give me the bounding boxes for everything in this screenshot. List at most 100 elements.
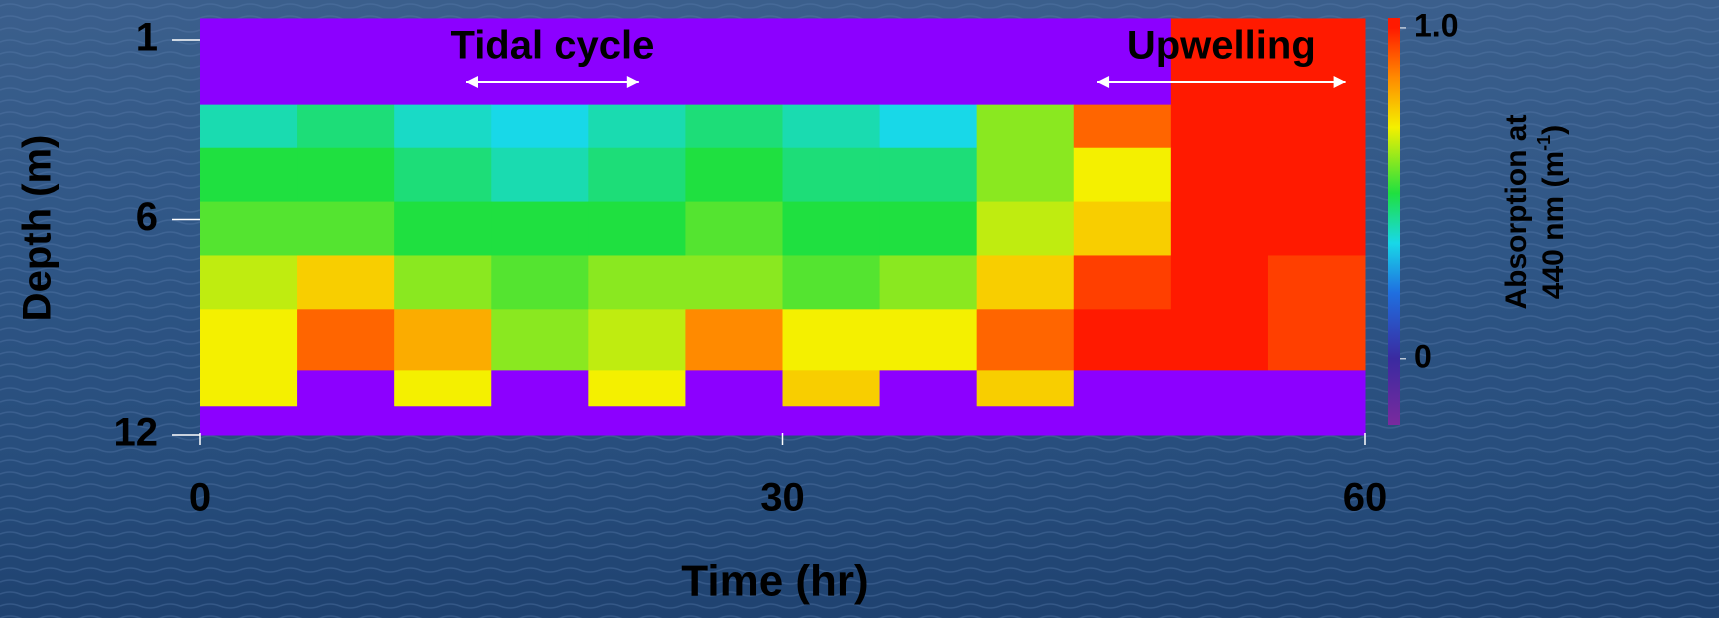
- heat-cell: [588, 105, 686, 149]
- heat-cell: [297, 148, 395, 202]
- heat-cell: [394, 148, 492, 202]
- heat-cell: [685, 406, 783, 435]
- heat-cell: [200, 255, 298, 309]
- x-tick-label: 0: [189, 476, 211, 520]
- annotation-text: Tidal cycle: [450, 24, 654, 68]
- heat-cell: [977, 148, 1075, 202]
- colorbar-tick-label: 0: [1414, 338, 1432, 374]
- heat-cell: [783, 370, 881, 406]
- heat-cell: [880, 309, 978, 371]
- heat-cell: [297, 309, 395, 371]
- heat-cell: [297, 255, 395, 309]
- heat-cell: [1268, 105, 1366, 149]
- heat-cell: [297, 406, 395, 435]
- heat-cell: [1171, 406, 1269, 435]
- heat-cell: [977, 202, 1075, 256]
- heat-cell: [783, 202, 881, 256]
- heat-cell: [200, 148, 298, 202]
- chart: 1 6 12 0 30 60 1.0 0 Tidal cycle Upwelling Depth …: [0, 0, 1719, 618]
- heat-cell: [491, 309, 589, 371]
- heat-cell: [588, 202, 686, 256]
- heat-cell: [1171, 255, 1269, 309]
- heat-cell: [1268, 148, 1366, 202]
- heat-cell: [1268, 255, 1366, 309]
- heat-cell: [200, 105, 298, 149]
- heat-cell: [491, 255, 589, 309]
- heat-cell: [1171, 202, 1269, 256]
- heat-cell: [685, 255, 783, 309]
- heat-cell: [394, 202, 492, 256]
- y-tick-label: 12: [114, 411, 159, 455]
- colorbar: [1388, 18, 1400, 425]
- heat-cell: [783, 148, 881, 202]
- heat-cell: [880, 105, 978, 149]
- heat-cell: [977, 370, 1075, 406]
- annotation-text: Upwelling: [1127, 24, 1316, 68]
- colorbar-label-part: ): [1537, 125, 1570, 135]
- heat-cell: [977, 255, 1075, 309]
- heat-cell: [977, 18, 1075, 105]
- heat-cell: [1074, 255, 1172, 309]
- heat-cell: [685, 18, 783, 105]
- heat-cell: [977, 406, 1075, 435]
- heat-cell: [491, 105, 589, 149]
- heat-cell: [1171, 148, 1269, 202]
- y-tick-label: 6: [136, 195, 158, 239]
- heat-cell: [880, 202, 978, 256]
- heat-cell: [783, 105, 881, 149]
- heat-cell: [588, 370, 686, 406]
- heat-cell: [977, 309, 1075, 371]
- heat-cell: [880, 370, 978, 406]
- heat-cell: [1074, 309, 1172, 371]
- heat-cell: [200, 18, 298, 105]
- heat-cell: [783, 406, 881, 435]
- x-tick-label: 60: [1343, 476, 1388, 520]
- heat-cell: [588, 255, 686, 309]
- heat-cell: [685, 370, 783, 406]
- y-tick-label: 1: [136, 16, 158, 60]
- heat-cell: [1074, 406, 1172, 435]
- heat-cell: [880, 148, 978, 202]
- heat-cell: [394, 309, 492, 371]
- heat-cell: [685, 309, 783, 371]
- heat-cell: [491, 406, 589, 435]
- heat-cell: [200, 309, 298, 371]
- heat-cell: [394, 406, 492, 435]
- heat-cell: [297, 18, 395, 105]
- heat-cell: [491, 202, 589, 256]
- heat-cell: [783, 18, 881, 105]
- heat-cell: [783, 309, 881, 371]
- heat-cell: [1268, 406, 1366, 435]
- heat-cell: [1074, 105, 1172, 149]
- heat-cell: [1268, 309, 1366, 371]
- heat-cell: [297, 202, 395, 256]
- heat-cell: [588, 148, 686, 202]
- heat-cell: [685, 202, 783, 256]
- heat-cell: [880, 406, 978, 435]
- heat-cell: [1074, 370, 1172, 406]
- colorbar-label: 440 nm (m-1): [1534, 125, 1570, 299]
- heat-cell: [685, 148, 783, 202]
- colorbar-label: Absorption at: [1500, 115, 1533, 310]
- heat-cell: [491, 148, 589, 202]
- heat-cell: [394, 105, 492, 149]
- heat-cell: [880, 18, 978, 105]
- x-tick-label: 30: [760, 476, 805, 520]
- heat-cell: [200, 370, 298, 406]
- heat-cell: [977, 105, 1075, 149]
- heat-cell: [394, 255, 492, 309]
- colorbar-label-superscript: -1: [1534, 135, 1554, 151]
- heat-cell: [297, 105, 395, 149]
- colorbar-tick-label: 1.0: [1414, 7, 1458, 43]
- heat-cell: [1268, 370, 1366, 406]
- colorbar-label-part: 440 nm (m: [1537, 151, 1570, 299]
- heat-cell: [685, 105, 783, 149]
- page: 1 6 12 0 30 60 1.0 0 Tidal cycle Upwelling Depth …: [0, 0, 1719, 618]
- heat-cell: [880, 255, 978, 309]
- y-axis-title: Depth (m): [16, 135, 60, 322]
- heat-cell: [297, 370, 395, 406]
- heat-cell: [200, 202, 298, 256]
- heat-cell: [1171, 105, 1269, 149]
- heat-cell: [1074, 202, 1172, 256]
- heat-cell: [491, 370, 589, 406]
